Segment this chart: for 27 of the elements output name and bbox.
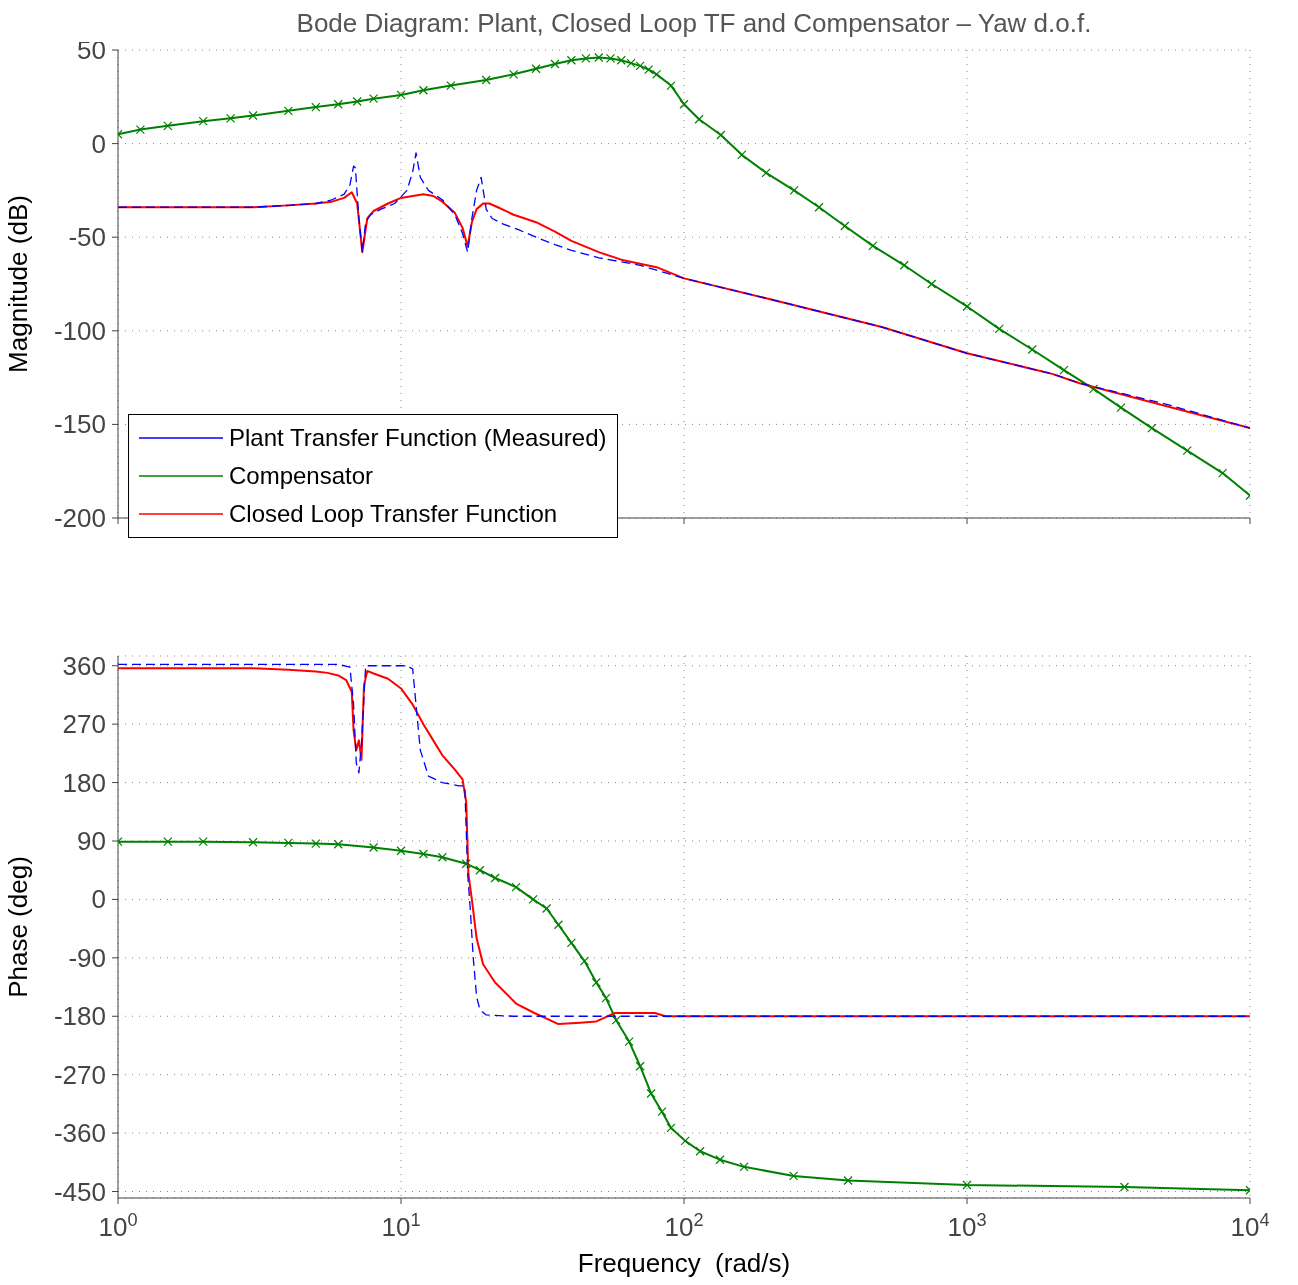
chart-title: Bode Diagram: Plant, Closed Loop TF and Compensator – Yaw d.o.f. [296, 8, 1092, 38]
y-tick-label: -180 [53, 1001, 106, 1032]
y-tick-label: 180 [62, 767, 106, 798]
y-tick-label: -360 [53, 1118, 106, 1149]
x-tick-label: 10$^{3}$ [947, 1210, 987, 1242]
y-tick-label: -150 [53, 409, 106, 440]
x-axis-title: Frequency (rad/s) [577, 1248, 791, 1278]
legend-label: Closed Loop Transfer Function [229, 500, 558, 528]
x-tick-label: 10$^{2}$ [664, 1210, 704, 1242]
y-tick-label: -200 [53, 503, 106, 533]
y-tick-label: 90 [77, 825, 106, 856]
x-tick-label: 10$^{4}$ [1230, 1210, 1270, 1242]
y-tick-label: -270 [53, 1059, 106, 1090]
y-tick-label: -50 [68, 222, 106, 253]
legend-label: Plant Transfer Function (Measured) [229, 424, 607, 452]
y-tick-label: 270 [62, 709, 106, 740]
y-tick-label: -90 [68, 942, 106, 973]
y-tick-label: -100 [53, 315, 106, 346]
legend-label: Compensator [229, 462, 374, 490]
y-axis-title: Phase (deg) [3, 856, 34, 998]
y-tick-label: 0 [91, 884, 106, 915]
y-tick-label: -450 [53, 1176, 106, 1207]
x-tick-label: 10$^{1}$ [381, 1210, 421, 1242]
y-tick-label: 360 [62, 650, 106, 681]
y-axis-title: Magnitude (dB) [3, 195, 34, 373]
x-tick-label: 10$^{0}$ [98, 1210, 138, 1242]
y-tick-label: 0 [91, 128, 106, 159]
